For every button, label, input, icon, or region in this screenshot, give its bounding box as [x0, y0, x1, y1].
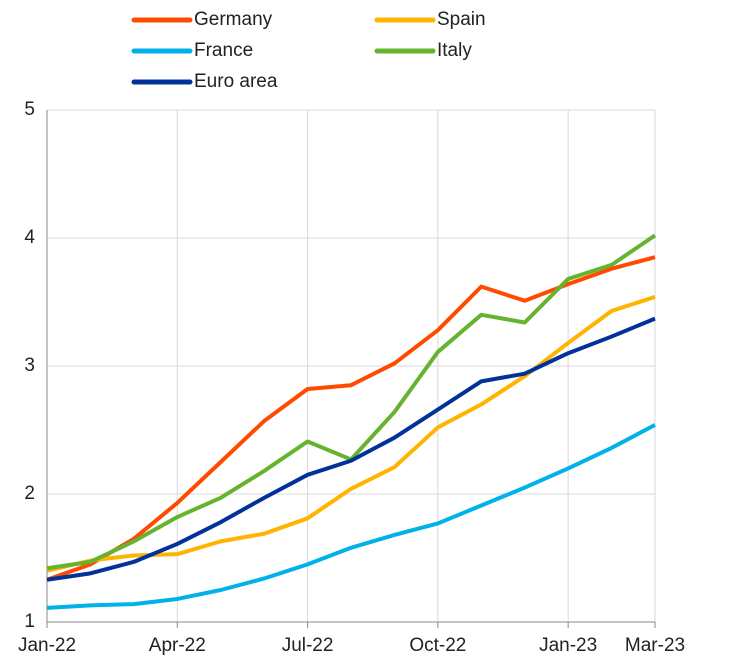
line — [46, 255, 656, 582]
y-tick-label: 4 — [24, 227, 35, 248]
y-tick-label: 2 — [24, 483, 35, 504]
line — [46, 233, 657, 571]
x-tick-label: Apr-22 — [149, 635, 206, 656]
y-tick-label: 1 — [24, 611, 35, 632]
x-tick-label: Mar-23 — [625, 635, 685, 656]
x-tick-label: Jan-22 — [18, 635, 76, 656]
line — [46, 316, 656, 582]
line — [46, 294, 656, 573]
x-tick-label: Oct-22 — [409, 635, 466, 656]
legend-label: Germany — [194, 9, 273, 30]
legend-label: Euro area — [194, 71, 278, 92]
y-tick-label: 5 — [24, 99, 35, 120]
x-tick-label: Jan-23 — [539, 635, 597, 656]
legend-label: Spain — [437, 9, 486, 30]
legend-label: France — [194, 40, 253, 61]
legend-label: Italy — [437, 40, 472, 61]
line — [46, 423, 656, 610]
x-tick-label: Jul-22 — [282, 635, 334, 656]
y-tick-label: 3 — [24, 355, 35, 376]
